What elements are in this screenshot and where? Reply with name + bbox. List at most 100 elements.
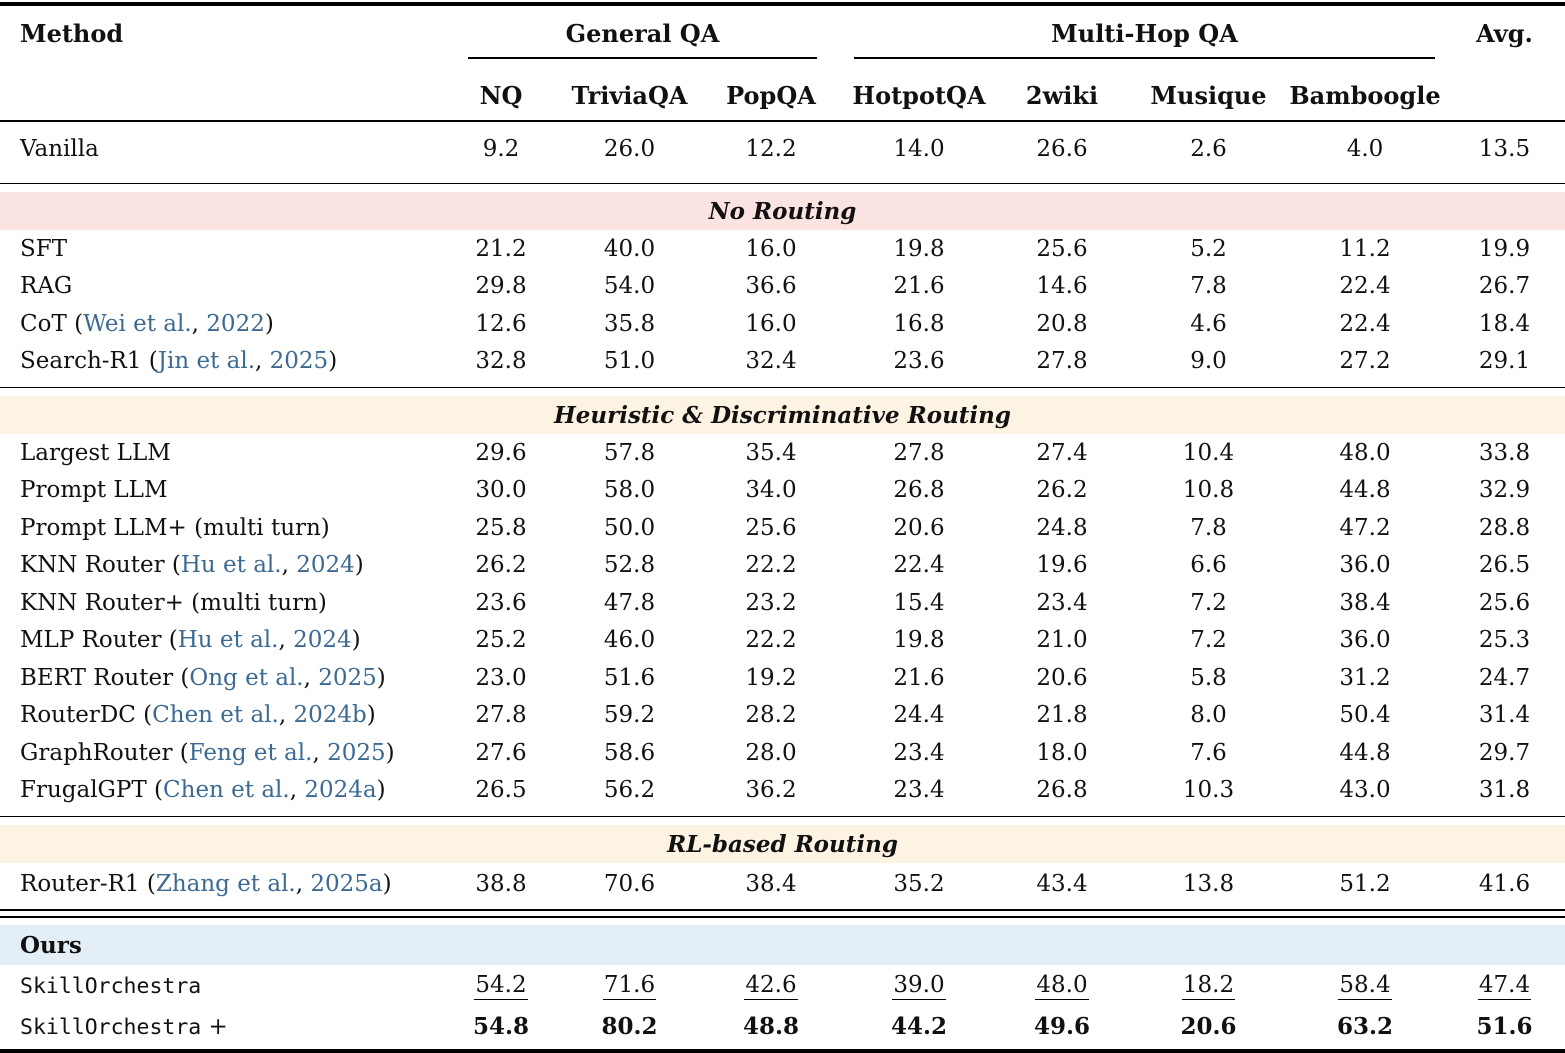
value-cell: 7.8 [1131,273,1286,299]
value-text: 20.6 [1036,664,1088,691]
value-cell: 52.8 [562,552,697,578]
value-text: 24.4 [893,702,945,729]
value-cell: 19.8 [845,627,993,653]
value-text: 44.8 [1339,739,1391,766]
value-text: 25.6 [1478,589,1531,616]
column-header-popqa: PopQA [726,80,816,110]
citation-link[interactable]: 2024b [293,702,367,729]
citation-link[interactable]: Jin et al. [157,348,256,375]
citation-link[interactable]: 2025 [318,664,377,691]
value-cell: 70.6 [562,871,697,897]
column-header-triviaqa: TriviaQA [571,80,688,110]
value-cell: 23.4 [845,740,993,766]
method-text: FrugalGPT ( [20,777,164,804]
value-cell: 47.4 [1444,972,1565,1000]
value-text: 26.7 [1478,273,1531,300]
value-cell: 22.4 [845,552,993,578]
value-cell: 26.5 [440,777,562,803]
method-text: SkillOrchestra [20,1014,202,1040]
method-cell: CoT (Wei et al., 2022) [0,311,440,337]
value-text: 23.2 [745,589,797,616]
citation-link[interactable]: Ong et al. [189,664,304,691]
value-text: 20.6 [893,514,945,541]
value-cell: 7.6 [1131,740,1286,766]
value-cell: 35.2 [845,871,993,897]
value-cell: 23.4 [845,777,993,803]
citation-link[interactable]: Chen et al. [163,777,290,804]
value-text: 70.6 [603,870,656,897]
value-cell: 80.2 [562,1013,697,1040]
method-text: RouterDC ( [20,702,153,729]
citation-link[interactable]: 2024a [304,777,377,804]
method-text: Largest LLM [20,439,171,466]
section-band-label: RL-based Routing [667,830,898,858]
section-band: Heuristic & Discriminative Routing [0,396,1565,434]
value-text: 27.8 [1036,348,1088,375]
value-cell: 9.0 [1131,348,1286,374]
value-cell: 26.6 [993,136,1131,162]
value-cell: 20.6 [845,515,993,541]
value-cell: 15.4 [845,590,993,616]
value-text: 16.0 [745,235,797,262]
method-text: ) [376,777,386,804]
citation-link[interactable]: 2022 [206,310,265,337]
value-text: 56.2 [603,777,656,804]
method-text: ) [354,552,364,579]
value-cell: 41.6 [1444,871,1565,897]
value-text: 80.2 [601,1013,658,1040]
value-text: 5.8 [1190,664,1227,691]
value-cell: 47.2 [1286,515,1444,541]
value-cell: 19.6 [993,552,1131,578]
value-cell: 22.4 [1286,311,1444,337]
method-text: ) [264,310,274,337]
value-text: 25.6 [1036,235,1088,262]
citation-link[interactable]: 2024 [293,627,352,654]
method-cell: MLP Router (Hu et al., 2024) [0,627,440,653]
value-cell: 27.2 [1286,348,1444,374]
method-text: , [312,739,328,766]
citation-link[interactable]: Hu et al. [180,552,282,579]
value-text: 12.2 [745,136,797,162]
citation-link[interactable]: 2025a [310,870,383,897]
citation-link[interactable]: Wei et al. [83,310,192,337]
method-text: KNN Router ( [20,552,181,579]
value-text: 51.6 [1476,1013,1533,1040]
value-cell: 21.2 [440,236,562,262]
value-cell: 26.2 [993,477,1131,503]
column-header-musique: Musique [1150,80,1267,110]
value-cell: 48.8 [697,1013,845,1040]
value-text: 2.6 [1190,136,1227,162]
value-text: 21.6 [893,273,945,300]
method-text: , [303,664,319,691]
citation-link[interactable]: 2024 [296,552,355,579]
value-text: 44.8 [1339,477,1391,504]
value-cell: 5.8 [1131,665,1286,691]
table-top-rule [0,2,1565,6]
value-text: 36.0 [1339,627,1391,654]
value-text: 35.8 [603,310,656,337]
value-cell: 39.0 [845,972,993,1000]
value-text: 11.2 [1339,235,1391,262]
table-row: SkillOrchestra +54.8 80.2 48.8 44.2 49.6 20.6… [0,1006,1565,1047]
citation-link[interactable]: 2025 [327,739,386,766]
value-cell: 50.0 [562,515,697,541]
citation-link[interactable]: Hu et al. [177,627,279,654]
citation-link[interactable]: Chen et al. [152,702,279,729]
value-text: 29.7 [1478,739,1531,766]
value-text: 50.4 [1339,702,1391,729]
value-cell: 47.8 [562,590,697,616]
value-cell: 13.8 [1131,871,1286,897]
value-cell: 54.8 [440,1013,562,1040]
value-text: 26.6 [1036,136,1088,162]
value-text: 59.2 [603,702,656,729]
method-text: Router-R1 ( [20,870,156,897]
value-cell: 63.2 [1286,1013,1444,1040]
citation-link[interactable]: Feng et al. [188,739,313,766]
value-text: 41.6 [1478,870,1531,897]
method-text: , [295,870,311,897]
citation-link[interactable]: 2025 [269,348,329,375]
value-text: 27.2 [1339,348,1391,375]
value-cell: 58.6 [562,740,697,766]
citation-link[interactable]: Zhang et al. [155,870,296,897]
value-text: 23.0 [475,664,527,691]
